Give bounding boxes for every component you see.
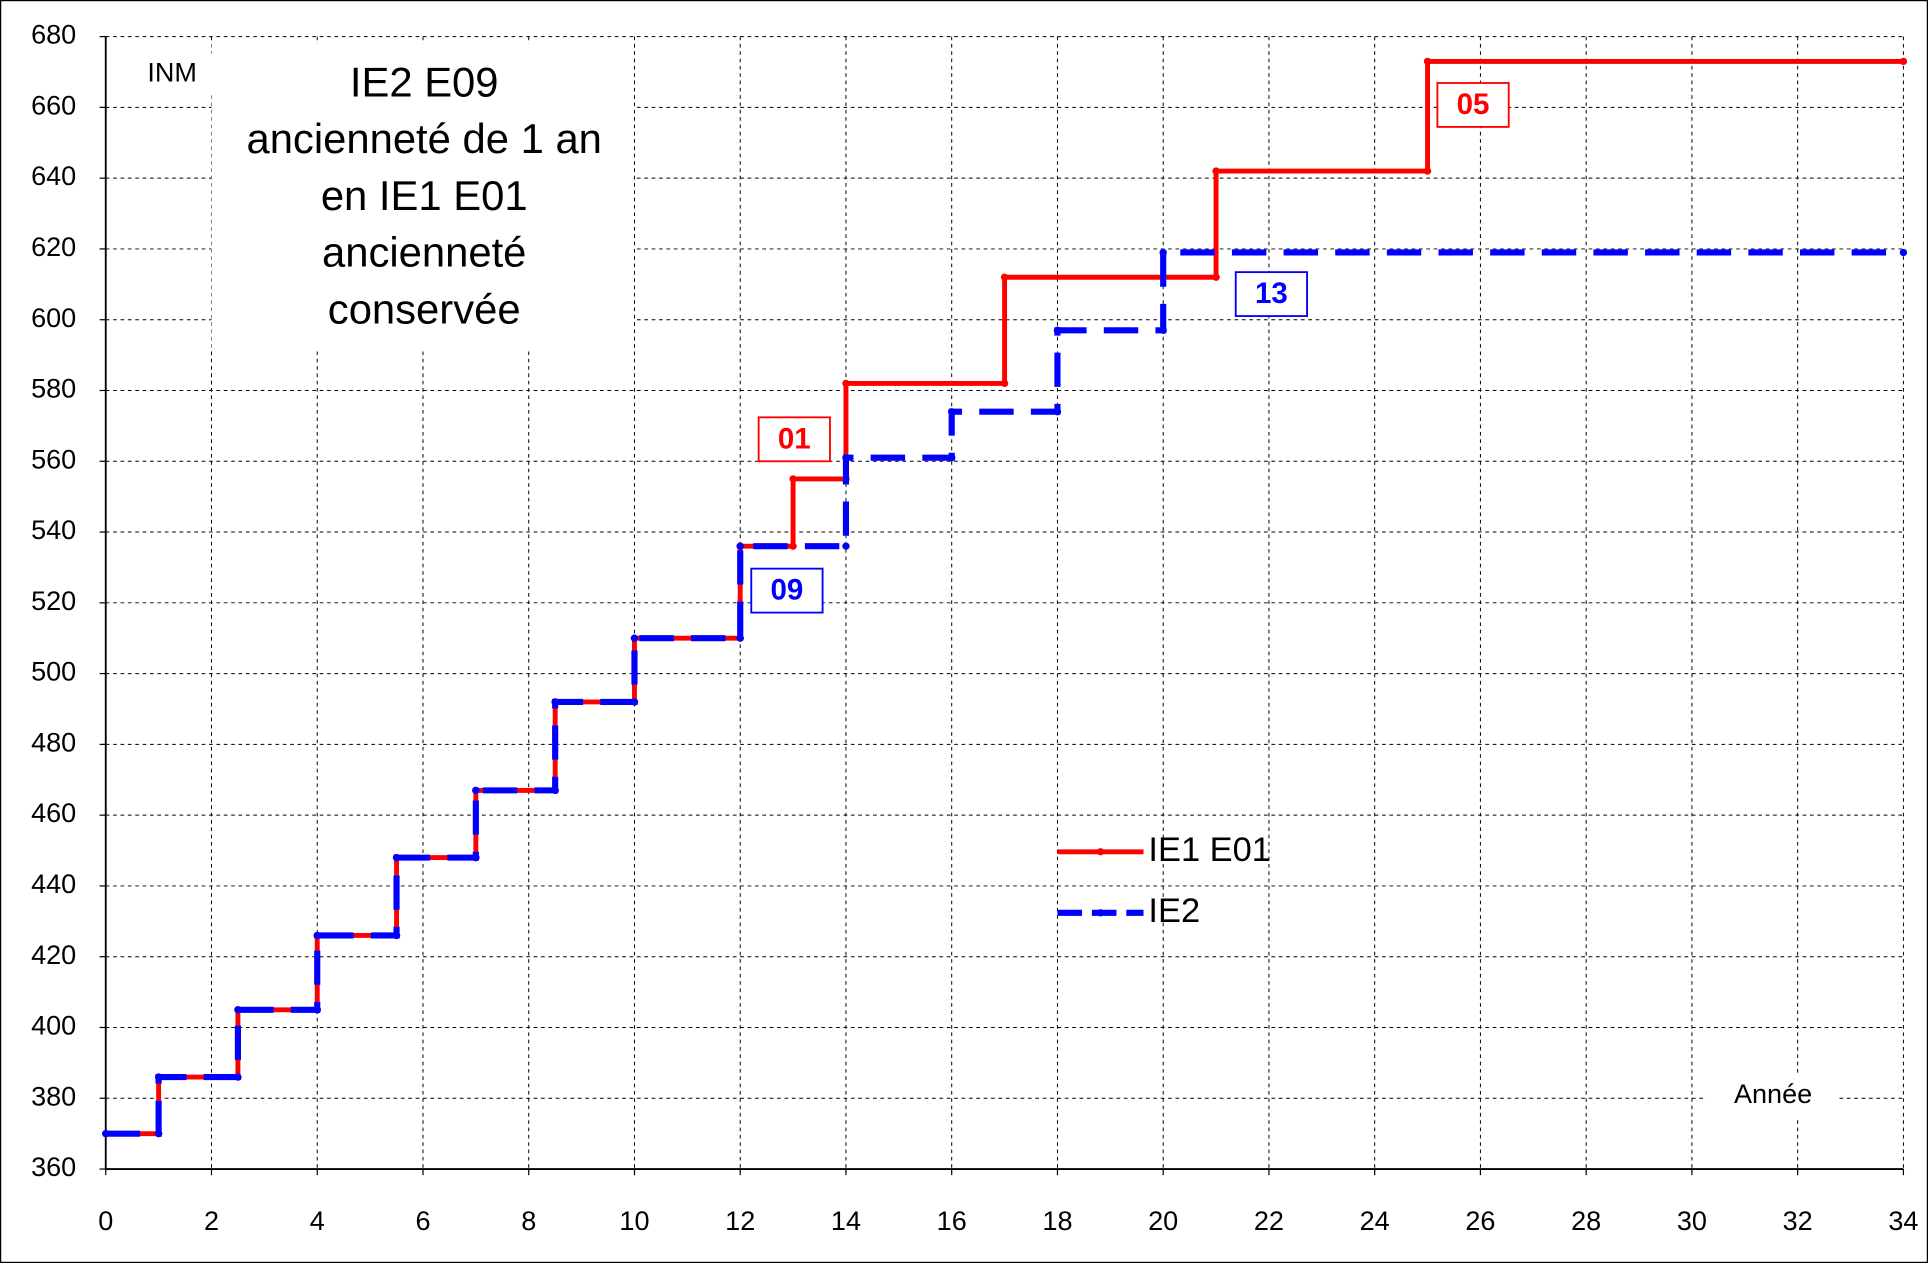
y-axis-label: INM [147, 58, 197, 88]
marker [392, 853, 401, 862]
marker [1053, 326, 1062, 334]
marker [234, 1006, 242, 1014]
legend-label: IE1 E01 [1148, 831, 1270, 869]
annotation: 09 [771, 574, 804, 607]
y-tick-label: 540 [31, 515, 76, 545]
marker [630, 634, 639, 642]
y-tick-label: 620 [31, 232, 76, 262]
marker [1423, 167, 1432, 175]
marker [842, 454, 850, 462]
x-tick-label: 8 [521, 1206, 536, 1236]
marker [948, 454, 956, 462]
x-tick-label: 2 [204, 1206, 219, 1236]
chart-title: en IE1 E01 [321, 172, 528, 219]
x-tick-label: 32 [1783, 1206, 1813, 1236]
annotation: 05 [1457, 88, 1490, 121]
marker [551, 698, 559, 706]
x-tick-label: 6 [415, 1206, 430, 1236]
series-line [105, 249, 1904, 1137]
y-tick-label: 560 [31, 444, 76, 474]
marker [154, 1073, 163, 1081]
annotation: 01 [778, 422, 811, 455]
y-tick-label: 480 [31, 728, 76, 758]
y-tick-label: 500 [31, 657, 76, 687]
y-tick-label: 380 [31, 1081, 76, 1111]
x-tick-label: 14 [831, 1206, 861, 1236]
y-tick-label: 640 [31, 161, 76, 191]
y-tick-label: 660 [31, 91, 76, 121]
x-tick-label: 24 [1360, 1206, 1390, 1236]
y-tick-label: 400 [31, 1011, 76, 1041]
x-tick-label: 30 [1677, 1206, 1707, 1236]
chart-title: ancienneté [322, 229, 526, 276]
legend-marker [1096, 909, 1105, 917]
y-tick-label: 440 [31, 869, 76, 899]
annotation-box [757, 416, 831, 463]
marker [234, 1073, 242, 1081]
x-tick-label: 18 [1042, 1206, 1072, 1236]
marker [1000, 379, 1009, 388]
legend-label: IE2 [1148, 892, 1200, 930]
annotation-box [750, 567, 824, 614]
y-tick-label: 600 [31, 303, 76, 333]
x-tick-label: 4 [310, 1206, 325, 1236]
ylabel-bg [127, 53, 217, 96]
y-tick-label: 420 [31, 940, 76, 970]
y-tick-label: 580 [31, 374, 76, 404]
marker [313, 931, 321, 940]
marker [1000, 273, 1009, 281]
legend-marker [1096, 848, 1105, 856]
marker [842, 542, 850, 550]
marker [789, 542, 797, 550]
chart-title: ancienneté de 1 an [246, 115, 601, 162]
y-tick-label: 680 [31, 20, 76, 50]
x-tick-label: 22 [1254, 1206, 1284, 1236]
x-tick-label: 10 [619, 1206, 649, 1236]
marker [789, 475, 797, 483]
marker [313, 1006, 321, 1014]
x-tick-label: 34 [1888, 1206, 1918, 1236]
y-tick-label: 360 [31, 1152, 76, 1182]
marker [472, 786, 480, 795]
marker [1212, 273, 1220, 281]
annotation-box [1234, 271, 1308, 317]
title-box [211, 43, 634, 352]
marker [1212, 167, 1220, 175]
marker [736, 542, 744, 550]
chart-title: conservée [328, 285, 521, 332]
marker [551, 786, 559, 795]
x-tick-label: 12 [725, 1206, 755, 1236]
marker [1053, 408, 1062, 416]
annotation: 13 [1255, 277, 1288, 310]
x-tick-label: 20 [1148, 1206, 1178, 1236]
y-tick-label: 520 [31, 586, 76, 616]
chart-title: IE2 E09 [350, 59, 499, 106]
x-tick-label: 0 [98, 1206, 113, 1236]
marker [102, 1129, 110, 1138]
marker [1899, 57, 1908, 66]
marker [1423, 57, 1432, 66]
x-tick-label: 16 [937, 1206, 967, 1236]
x-tick-label: 28 [1571, 1206, 1601, 1236]
marker [1159, 248, 1167, 257]
xlabel-bg [1706, 1073, 1840, 1118]
marker [154, 1129, 163, 1138]
marker [948, 408, 956, 416]
annotation-box [1436, 82, 1510, 128]
x-axis-label: Année [1734, 1079, 1812, 1109]
marker [392, 931, 401, 940]
marker [630, 698, 639, 706]
marker [1159, 326, 1167, 334]
x-tick-label: 26 [1465, 1206, 1495, 1236]
marker [1899, 248, 1908, 257]
y-tick-label: 460 [31, 798, 76, 828]
marker [472, 853, 480, 862]
marker [842, 379, 850, 388]
marker [736, 634, 744, 642]
